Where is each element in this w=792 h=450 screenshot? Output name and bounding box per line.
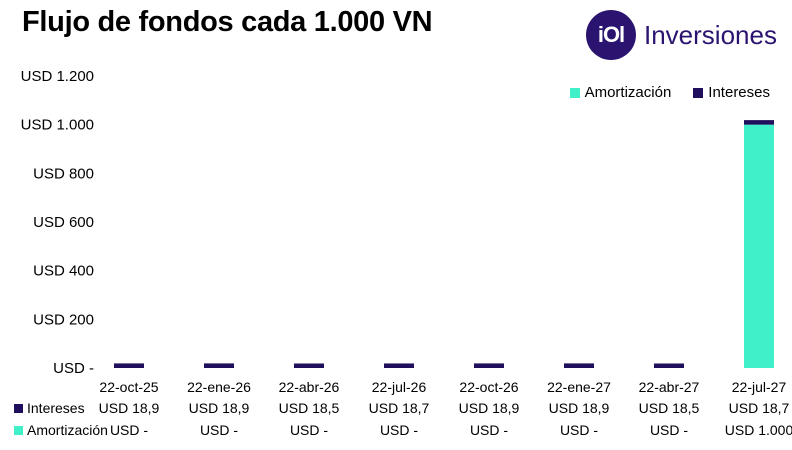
table-cell: USD - <box>559 422 599 438</box>
bar-chart: USD - USD 200 USD 400 USD 600 USD 800 USD 1.0… <box>21 68 787 395</box>
bar-intereses <box>384 363 414 368</box>
table-cell: USD 1.000 <box>724 422 792 438</box>
x-tick-label: 22-abr-26 <box>279 379 340 395</box>
table-row-label: Amortización <box>14 420 108 440</box>
logo-mark: iOl <box>586 10 636 60</box>
legend-label-amortizacion: Amortización <box>584 84 672 101</box>
table-label-amortizacion: Amortización <box>27 422 108 438</box>
bar-intereses <box>294 363 324 368</box>
bar-intereses <box>654 363 684 368</box>
y-tick-label: USD - <box>53 360 94 377</box>
bar-intereses <box>564 363 594 368</box>
table-cell: USD 18,5 <box>278 400 340 416</box>
y-tick-label: USD 200 <box>33 311 94 328</box>
chart-title: Flujo de fondos cada 1.000 VN <box>22 6 433 38</box>
table-cell: USD - <box>289 422 329 438</box>
y-tick-label: USD 1.000 <box>21 117 94 134</box>
legend-swatch-amortizacion <box>569 87 580 98</box>
x-tick-label: 22-oct-26 <box>459 379 518 395</box>
table-row-intereses: Intereses USD 18,9 USD 18,9 USD 18,5 USD 18… <box>0 398 792 418</box>
table-cell: USD - <box>199 422 239 438</box>
chart-legend: Amortización Intereses <box>548 84 770 101</box>
table-cell: USD 18,9 <box>98 400 160 416</box>
y-tick-label: USD 400 <box>33 263 94 280</box>
brand-logo: iOl Inversiones <box>586 10 777 60</box>
table-row-amortizacion: Amortización USD - USD - USD - USD - USD - US… <box>0 420 792 440</box>
bar-intereses <box>474 363 504 368</box>
y-tick-label: USD 800 <box>33 165 94 182</box>
legend-label-intereses: Intereses <box>708 84 770 101</box>
x-tick-label: 22-oct-25 <box>99 379 158 395</box>
table-cell: USD - <box>469 422 509 438</box>
legend-swatch-intereses <box>693 87 704 98</box>
bar-intereses <box>744 120 774 125</box>
table-row-label: Intereses <box>14 398 85 418</box>
bar-intereses <box>114 363 144 368</box>
logo-text: Inversiones <box>644 19 777 50</box>
table-label-intereses: Intereses <box>27 400 85 416</box>
table-cell: USD - <box>649 422 689 438</box>
legend-item-intereses: Intereses <box>693 84 770 101</box>
table-swatch-amortizacion <box>14 425 23 435</box>
legend-item-amortizacion: Amortización <box>569 84 672 101</box>
table-cell: USD - <box>109 422 149 438</box>
x-tick-label: 22-jul-27 <box>732 379 787 395</box>
table-cell: USD 18,9 <box>548 400 610 416</box>
x-tick-label: 22-abr-27 <box>639 379 700 395</box>
bar-amortizacion <box>744 124 774 369</box>
table-swatch-intereses <box>14 403 23 413</box>
table-cell: USD 18,9 <box>188 400 250 416</box>
y-tick-label: USD 600 <box>33 214 94 231</box>
x-tick-label: 22-jul-26 <box>372 379 427 395</box>
bar-intereses <box>204 363 234 368</box>
table-cell: USD 18,5 <box>638 400 700 416</box>
table-cell: USD - <box>379 422 419 438</box>
y-tick-label: USD 1.200 <box>21 68 94 85</box>
table-cell: USD 18,7 <box>368 400 430 416</box>
table-cell: USD 18,7 <box>728 400 790 416</box>
x-tick-label: 22-ene-27 <box>547 379 611 395</box>
table-cell: USD 18,9 <box>458 400 520 416</box>
x-tick-label: 22-ene-26 <box>187 379 251 395</box>
